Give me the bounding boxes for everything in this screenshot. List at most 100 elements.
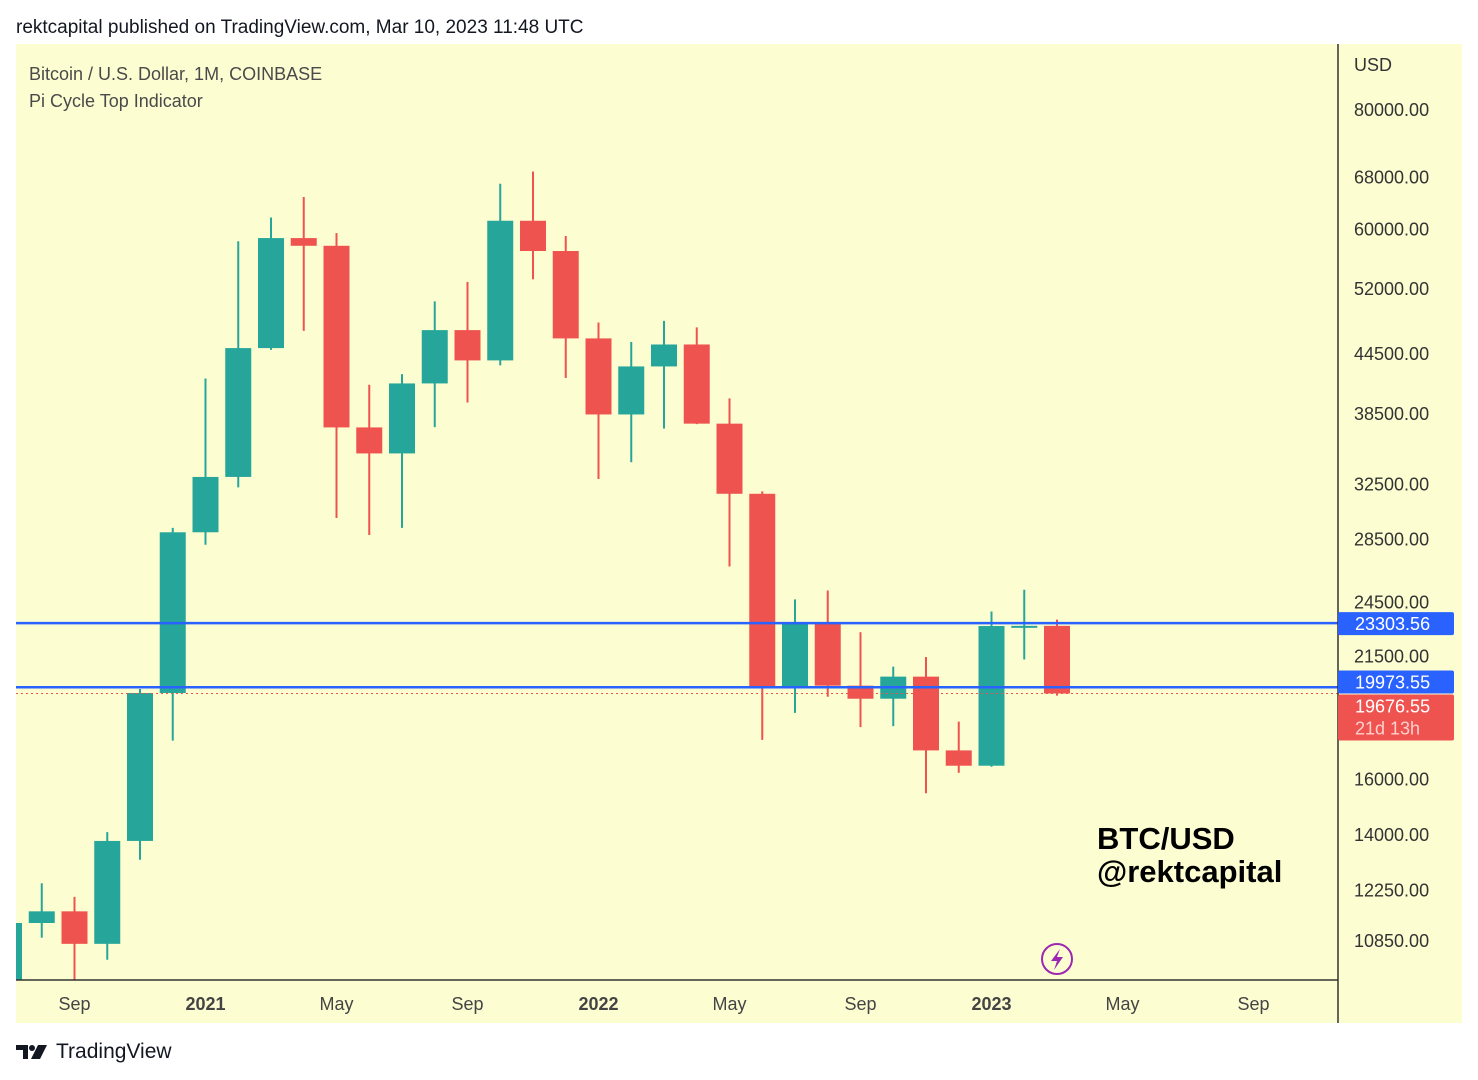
candle-2021-04 [290,197,317,331]
candle-2021-10 [487,183,514,366]
candle-2020-12 [159,527,186,741]
candle-body [61,911,88,944]
watermark: BTC/USD @rektcapital [1097,822,1282,888]
lightning-circle [1041,943,1073,975]
bar-countdown-label: 21d 13h [1355,718,1420,738]
lightning-icon[interactable] [1041,943,1073,975]
indicator-title: Pi Cycle Top Indicator [29,91,203,111]
candle-2022-04 [683,327,710,425]
candle-body [159,532,186,693]
x-tick-label: Sep [1237,994,1269,1014]
x-tick-label: 2021 [185,994,225,1014]
pi-cycle-upper-price-tag [1338,612,1454,636]
pi-cycle-lower-price-label: 19973.55 [1355,672,1430,692]
candle-body [487,220,514,361]
y-tick-label: 32500.00 [1354,475,1429,495]
pi-cycle-upper-price-label: 23303.56 [1355,614,1430,634]
candle-body [127,692,153,841]
symbol-title: Bitcoin / U.S. Dollar, 1M, COINBASE [29,64,323,84]
candle-2022-06 [749,491,776,740]
x-tick-label: Sep [58,994,90,1014]
x-tick-label: May [712,994,746,1014]
x-tick-label: Sep [844,994,876,1014]
candle-2022-01 [585,322,612,480]
candle-2020-11 [127,688,153,860]
y-tick-label: 60000.00 [1354,220,1429,240]
candle-body [749,493,776,688]
candle-body [290,238,317,246]
candle-2021-11 [520,171,546,280]
chart-panel[interactable] [16,44,1462,1023]
candle-body [978,626,1005,766]
candle-2023-02 [1011,589,1038,660]
candle-2022-10 [880,666,907,727]
candle-body [389,383,415,454]
candle-2022-02 [618,342,645,463]
tradingview-brand: TradingView [56,1040,172,1063]
candle-body [421,330,448,384]
chart-legend: Bitcoin / U.S. Dollar, 1M, COINBASE Pi C… [29,61,322,115]
y-tick-label: 44500.00 [1354,344,1429,364]
candle-2022-07 [782,599,808,713]
candle-body [716,423,743,494]
publish-info: rektcapital published on TradingView.com… [16,17,584,38]
pi-cycle-lower-price-tag [1338,670,1454,694]
last-price-label: 19676.55 [1355,696,1430,716]
candle-2022-09 [847,632,874,728]
y-tick-label: 68000.00 [1354,168,1429,188]
y-tick-label: 24500.00 [1354,592,1429,612]
candle-2021-02 [225,241,252,488]
candle-2022-11 [913,657,939,794]
tradingview-logo-icon [16,1045,47,1059]
candle-body [814,623,841,686]
candle-2021-06 [356,384,383,536]
candle-body [323,245,350,428]
y-tick-label: 10850.00 [1354,931,1429,951]
candle-body [683,344,710,424]
y-tick-label: 12250.00 [1354,881,1429,901]
candle-2023-01 [978,611,1005,767]
candle-2021-12 [552,235,579,379]
candle-body [945,750,972,766]
candle-body [454,330,481,361]
last-price-tag [1338,694,1454,741]
candle-body [847,685,874,699]
y-tick-label: 52000.00 [1354,279,1429,299]
candle-body [782,623,808,688]
candle-body [618,366,645,415]
candle-body [28,911,55,923]
candle-body [1011,625,1038,628]
candle-2022-12 [945,721,972,773]
y-tick-label: 21500.00 [1354,647,1429,667]
x-tick-label: 2022 [578,994,618,1014]
x-tick-label: May [319,994,353,1014]
watermark-pair: BTC/USD [1097,821,1235,856]
candle-2023-03 [1044,619,1070,696]
candle-2020-09 [61,896,88,980]
candle-body [651,344,677,367]
candle-body [192,476,219,533]
y-tick-label: 14000.00 [1354,825,1429,845]
y-tick-label: 38500.00 [1354,404,1429,424]
candle-2022-08 [814,590,841,697]
y-tick-label: 80000.00 [1354,100,1429,120]
candle-2022-05 [716,398,743,567]
candle-body [585,338,612,415]
candle-body [520,220,546,252]
candle-body [94,840,121,944]
tradingview-footer[interactable]: TradingView [16,1040,172,1064]
candle-body [225,348,252,477]
candle-body [356,427,383,454]
candle-2020-08 [28,883,55,938]
x-tick-label: 2023 [971,994,1011,1014]
candle-2021-07 [389,374,415,528]
candle-body [258,238,284,349]
candle-body [16,922,22,980]
candle-2021-03 [258,217,284,350]
candle-2021-08 [421,301,448,428]
currency-label: USD [1354,55,1392,75]
candle-body [1044,625,1070,694]
candle-2021-09 [454,281,481,403]
candle-body [913,676,939,751]
